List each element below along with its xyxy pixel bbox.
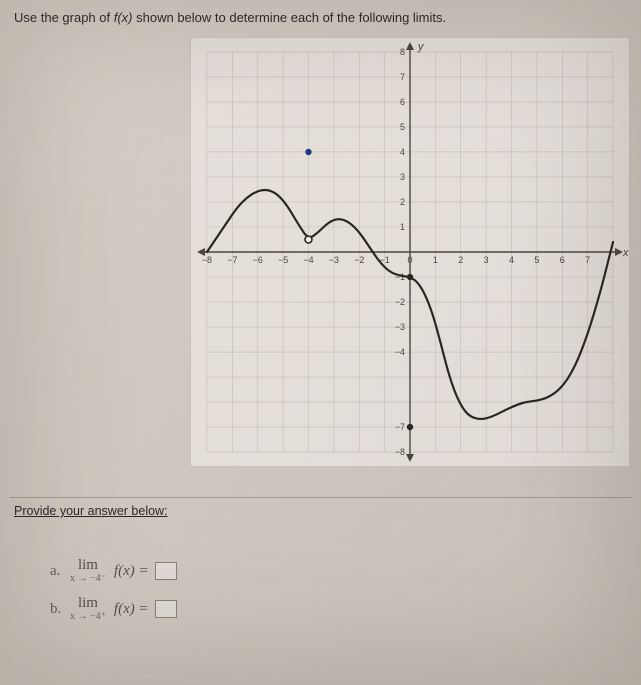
svg-text:−3: −3 [395,322,405,332]
svg-text:−2: −2 [395,297,405,307]
svg-text:7: 7 [585,255,590,265]
svg-text:1: 1 [400,222,405,232]
lim-text: lim [78,596,98,611]
svg-text:4: 4 [400,147,405,157]
svg-text:8: 8 [400,47,405,57]
answer-part: a.limx → −4⁻f(x) = [50,558,631,584]
svg-text:y: y [417,41,425,53]
fx-text: f(x) = [114,601,149,618]
svg-text:3: 3 [400,172,405,182]
svg-text:0: 0 [408,255,413,265]
svg-text:−7: −7 [395,422,405,432]
svg-text:2: 2 [458,255,463,265]
svg-text:x: x [622,247,629,259]
svg-text:5: 5 [400,122,405,132]
lim-text: lim [78,558,98,573]
svg-text:−7: −7 [227,255,237,265]
svg-text:1: 1 [433,255,438,265]
svg-text:4: 4 [509,255,514,265]
svg-text:3: 3 [484,255,489,265]
svg-text:−8: −8 [202,255,212,265]
graph-container: 01234567−8−7−6−5−4−3−2−112345678−8−7−4−3… [190,37,630,467]
prompt-fn: f(x) [114,10,133,25]
svg-text:−6: −6 [253,255,263,265]
svg-text:2: 2 [400,197,405,207]
svg-text:−2: −2 [354,255,364,265]
svg-text:−3: −3 [329,255,339,265]
question-prompt: Use the graph of f(x) shown below to det… [10,8,631,27]
lim-sub: x → −4⁺ [70,612,106,622]
prompt-pre: Use the graph of [14,10,114,25]
svg-text:−8: −8 [395,447,405,457]
answer-section: Provide your answer below: a.limx → −4⁻f… [10,497,631,622]
svg-text:5: 5 [534,255,539,265]
answer-input[interactable] [155,562,177,580]
answer-parts: a.limx → −4⁻f(x) =b.limx → −4⁺f(x) = [10,558,631,622]
svg-text:6: 6 [560,255,565,265]
svg-text:−5: −5 [278,255,288,265]
part-letter: a. [50,563,70,580]
prompt-post: shown below to determine each of the fol… [133,10,447,25]
answer-section-label: Provide your answer below: [10,504,631,518]
svg-text:−4: −4 [303,255,313,265]
answer-part: b.limx → −4⁺f(x) = [50,596,631,622]
limit-notation: limx → −4⁺ [70,596,106,622]
function-graph: 01234567−8−7−6−5−4−3−2−112345678−8−7−4−3… [190,37,630,467]
limit-notation: limx → −4⁻ [70,558,106,584]
part-letter: b. [50,601,70,618]
answer-input[interactable] [155,600,177,618]
fx-text: f(x) = [114,563,149,580]
svg-text:6: 6 [400,97,405,107]
svg-text:7: 7 [400,72,405,82]
lim-sub: x → −4⁻ [70,574,106,584]
svg-text:−4: −4 [395,347,405,357]
